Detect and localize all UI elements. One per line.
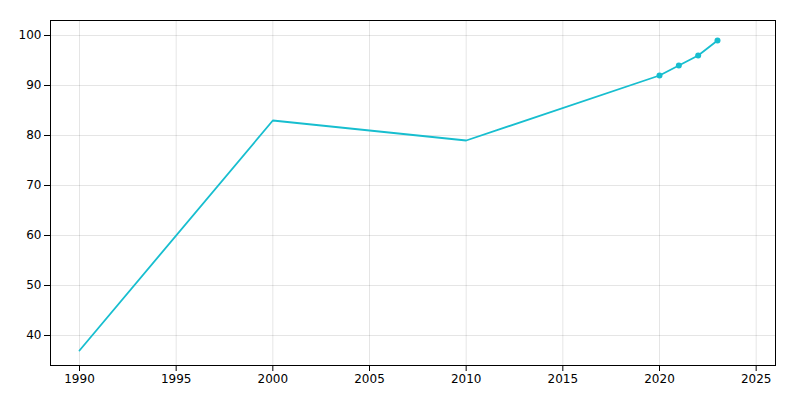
svg-text:70: 70 — [26, 178, 41, 192]
svg-text:80: 80 — [26, 128, 41, 142]
svg-text:2005: 2005 — [354, 372, 385, 386]
svg-text:1995: 1995 — [161, 372, 192, 386]
svg-text:50: 50 — [26, 278, 41, 292]
svg-text:2010: 2010 — [451, 372, 482, 386]
svg-text:100: 100 — [19, 28, 42, 42]
svg-text:60: 60 — [26, 228, 41, 242]
svg-text:2025: 2025 — [741, 372, 772, 386]
svg-text:2000: 2000 — [258, 372, 289, 386]
svg-text:2020: 2020 — [644, 372, 675, 386]
svg-text:40: 40 — [26, 328, 41, 342]
svg-text:2015: 2015 — [548, 372, 579, 386]
svg-text:1990: 1990 — [64, 372, 95, 386]
svg-text:90: 90 — [26, 78, 41, 92]
